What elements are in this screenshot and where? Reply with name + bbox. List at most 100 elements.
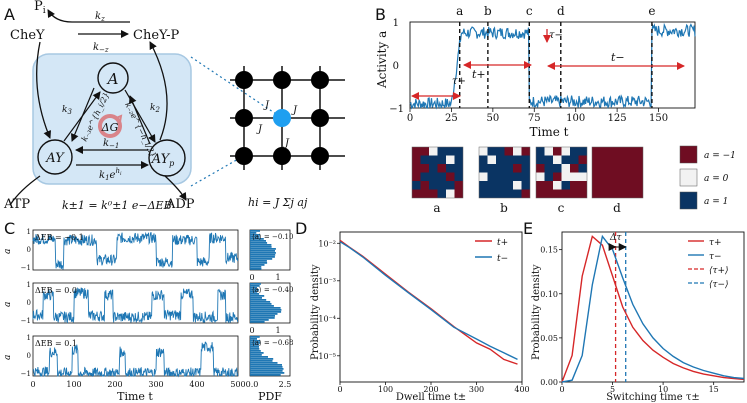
c-hist-bar bbox=[250, 368, 284, 370]
snapshot-cell bbox=[592, 189, 601, 198]
b-xtick-label: 25 bbox=[445, 113, 458, 124]
snapshot-cell bbox=[626, 181, 635, 190]
snapshot-cell bbox=[600, 147, 609, 156]
d-xtick: 300 bbox=[469, 385, 484, 394]
snapshot-cell bbox=[412, 147, 421, 156]
c-hist-bar bbox=[250, 264, 265, 266]
snapshot-cell bbox=[600, 155, 609, 164]
snapshot-cell bbox=[578, 181, 587, 190]
e-series-tau-minus bbox=[561, 234, 745, 383]
snapshot-cell bbox=[412, 181, 421, 190]
kz-label: kz bbox=[95, 11, 105, 23]
node-ay bbox=[37, 139, 73, 175]
snapshot-cell bbox=[561, 172, 570, 181]
c-hist-bar bbox=[250, 362, 278, 364]
snapshot-cell bbox=[553, 172, 562, 181]
legend-swatch-minus1 bbox=[679, 145, 698, 164]
snapshot-cell bbox=[454, 147, 463, 156]
e-xtick: 0 bbox=[559, 385, 564, 394]
snapshot-cell bbox=[570, 172, 579, 181]
snapshot-frame bbox=[535, 146, 588, 199]
c-hist-bar bbox=[250, 266, 262, 268]
t-minus-label: t− bbox=[611, 51, 625, 64]
snapshot-cell bbox=[479, 155, 488, 164]
k-formula: k±1 = k⁰±1 e−ΔEB bbox=[62, 199, 172, 212]
node-ay-label: AY bbox=[45, 151, 65, 166]
kmz-label: k−z bbox=[93, 42, 109, 54]
snapshot-cell bbox=[536, 164, 545, 173]
b-xlabel: Time t bbox=[530, 125, 569, 139]
snapshot-cell bbox=[521, 155, 530, 164]
snapshot-cell bbox=[553, 155, 562, 164]
snapshot-cell bbox=[578, 155, 587, 164]
c-ylabel: a bbox=[3, 355, 13, 360]
c-ytick: −1 bbox=[21, 317, 31, 325]
snapshot-cell bbox=[521, 164, 530, 173]
c-pdf-tick-1b: 1 bbox=[275, 326, 280, 335]
snapshot-cell bbox=[420, 181, 429, 190]
e-legend-0: τ+ bbox=[709, 238, 722, 248]
snapshot-cell bbox=[521, 181, 530, 190]
e-ylabel: Probability density bbox=[531, 264, 542, 360]
snapshot-cell bbox=[496, 181, 505, 190]
snapshot-cell bbox=[420, 147, 429, 156]
event-label-c: c bbox=[526, 4, 533, 18]
legend-label-1: a = 1 bbox=[704, 197, 728, 207]
c-row2-label: ΔEB = 0.0 bbox=[35, 286, 77, 295]
c-hist-bar bbox=[250, 346, 259, 348]
c-pdf-tick-1a: 1 bbox=[275, 273, 280, 282]
c-ytick: 1 bbox=[27, 281, 31, 289]
snapshot-cell bbox=[617, 181, 626, 190]
b-xtick-label: 100 bbox=[566, 113, 585, 124]
snapshot-cell bbox=[626, 189, 635, 198]
snapshot-cell bbox=[487, 164, 496, 173]
c-hist-bar bbox=[250, 370, 283, 372]
c-mean-1: ⟨a⟩ = −0.10 bbox=[252, 233, 293, 241]
snapshot-cell bbox=[609, 147, 618, 156]
snapshot-cell bbox=[496, 172, 505, 181]
snapshot-cell bbox=[513, 189, 522, 198]
lattice-node bbox=[311, 109, 329, 127]
snapshot-cell bbox=[513, 155, 522, 164]
panel-label-b: B bbox=[375, 5, 386, 24]
snapshot-cell bbox=[504, 181, 513, 190]
b-ytick-m1: −1 bbox=[389, 104, 404, 115]
node-a bbox=[97, 62, 129, 94]
c-xtick: 0 bbox=[30, 380, 35, 389]
snapshot-cell bbox=[420, 155, 429, 164]
snapshot-cell bbox=[609, 155, 618, 164]
snapshot-cell bbox=[561, 155, 570, 164]
snapshot-cell bbox=[609, 164, 618, 173]
e-legend-2: ⟨τ+⟩ bbox=[709, 266, 729, 276]
c-hist-bar bbox=[250, 313, 278, 315]
c-hist-bar bbox=[250, 297, 262, 299]
snapshot-cell bbox=[570, 155, 579, 164]
coupling-j-3: J bbox=[256, 124, 263, 135]
c-hist-bar bbox=[250, 287, 257, 289]
lattice-diagram: J J J J hi = J Σj aj bbox=[190, 56, 345, 209]
node-a-label: A bbox=[106, 70, 119, 88]
d-ytick: 10⁻³ bbox=[318, 277, 336, 286]
snapshot-cell bbox=[454, 164, 463, 173]
k1-label: k1ehi bbox=[99, 167, 122, 182]
snapshot-cell bbox=[446, 147, 455, 156]
snapshot-cell bbox=[487, 147, 496, 156]
chey-label: CheY bbox=[10, 28, 45, 43]
c-hist-bar bbox=[250, 317, 275, 319]
c-trace-3 bbox=[32, 341, 239, 378]
coupling-j-2: J bbox=[291, 105, 298, 116]
d-ytick: 10⁻⁵ bbox=[318, 352, 336, 361]
c-hist-bar bbox=[250, 240, 266, 242]
delta-g-cycle-arrowhead bbox=[115, 114, 123, 123]
c-hist-bar bbox=[250, 268, 262, 270]
snapshot-cell bbox=[479, 172, 488, 181]
snapshot-cell bbox=[429, 155, 438, 164]
snapshot-cell bbox=[544, 189, 553, 198]
c-hist-bar bbox=[250, 248, 276, 250]
cheyp-out-arrow bbox=[149, 41, 168, 141]
snapshot-cell bbox=[536, 147, 545, 156]
snapshot-cell bbox=[487, 172, 496, 181]
c-hist-bar bbox=[250, 260, 267, 262]
adp-arrow bbox=[164, 175, 187, 201]
lattice-node bbox=[235, 71, 253, 89]
